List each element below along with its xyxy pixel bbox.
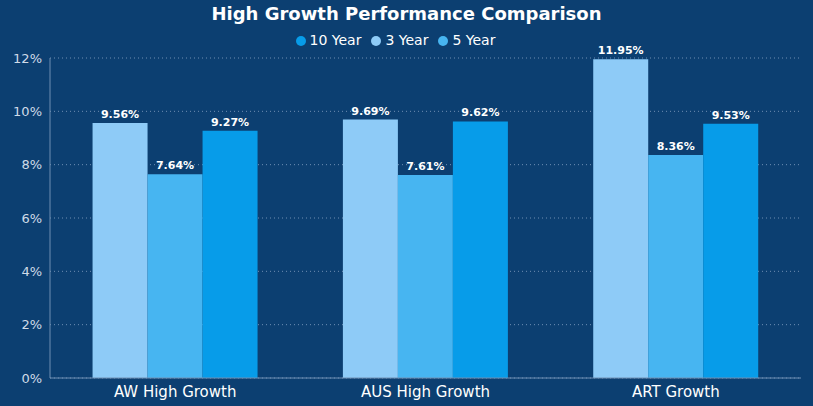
svg-text:8%: 8%	[21, 157, 42, 172]
html-text:High Growth Performance Compar: High Growth Performance Comparison	[211, 3, 602, 24]
html-text:5 Year: 5 Year	[452, 32, 496, 48]
svg-text:7.61%: 7.61%	[406, 160, 444, 173]
svg-text:2%: 2%	[21, 317, 42, 332]
svg-text:AUS High Growth: AUS High Growth	[361, 383, 490, 401]
svg-text:AW High Growth: AW High Growth	[114, 383, 237, 401]
svg-text:9.69%: 9.69%	[351, 105, 389, 118]
svg-text:9.56%: 9.56%	[101, 108, 139, 121]
html-text:10 Year: 10 Year	[309, 32, 362, 48]
svg-text:12%: 12%	[13, 51, 42, 66]
svg-text:9.27%: 9.27%	[211, 116, 249, 129]
svg-text:6%: 6%	[21, 211, 42, 226]
svg-text:0%: 0%	[21, 371, 42, 386]
svg-text:7.64%: 7.64%	[156, 159, 194, 172]
svg-text:4%: 4%	[21, 264, 42, 279]
svg-text:9.53%: 9.53%	[712, 109, 750, 122]
svg-text:9.62%: 9.62%	[461, 106, 499, 119]
svg-text:10%: 10%	[13, 104, 42, 119]
svg-text:ART Growth: ART Growth	[632, 383, 720, 401]
svg-text:8.36%: 8.36%	[657, 140, 695, 153]
svg-text:11.95%: 11.95%	[598, 44, 644, 57]
html-text:3 Year: 3 Year	[385, 32, 429, 48]
